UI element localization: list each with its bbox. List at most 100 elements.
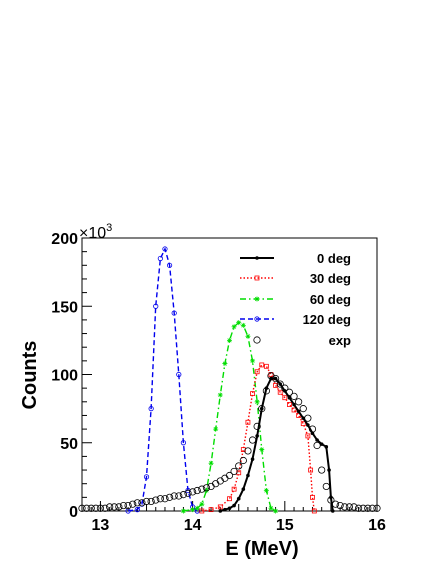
data-point [250,358,256,364]
data-point [156,495,164,503]
data-point [171,310,177,316]
data-point [292,402,296,407]
data-point [208,460,214,466]
data-point [364,504,372,512]
data-point [138,499,146,507]
data-point [327,468,331,472]
y-tick-label: 0 [69,504,78,521]
data-point [295,398,303,406]
data-point [184,489,192,497]
data-point [350,503,358,511]
data-point [106,503,114,511]
data-point [115,503,123,511]
data-point [313,441,321,450]
data-point [331,500,340,508]
data-point [255,434,259,438]
data-point [262,387,270,395]
legend-label: 30 deg [310,271,351,286]
data-point [153,303,159,309]
data-point [231,486,237,492]
x-axis-title: E (MeV) [225,538,298,560]
data-point [273,508,279,514]
data-point [222,361,228,367]
series-line [201,364,315,512]
series-line [220,377,334,512]
x-tick-label: 13 [92,517,110,534]
data-point [254,369,260,375]
data-point [287,402,292,407]
data-point [202,484,211,492]
data-point [147,497,155,506]
data-point [199,508,205,514]
data-point [129,500,137,508]
data-point [165,493,174,501]
data-point [271,374,280,383]
data-point [217,504,223,510]
data-point [308,467,314,473]
data-point [244,447,252,455]
legend-item: 0 deg [240,251,351,266]
x-tick-label: 16 [368,517,386,534]
data-point [259,362,265,368]
data-point [142,497,151,506]
series-60-deg [180,320,279,514]
data-point [227,496,232,502]
data-point [240,322,246,328]
data-point [254,316,260,322]
data-point [285,388,294,396]
data-point [368,504,376,512]
data-point [278,382,283,386]
data-point [301,416,306,420]
data-point [87,504,95,512]
data-point [319,442,324,446]
x-tick-label: 14 [184,517,202,534]
data-point [213,426,219,432]
data-point [236,496,241,501]
data-point [143,474,150,480]
data-point [166,262,173,268]
data-point [133,499,141,507]
data-point [190,507,196,513]
data-point [207,482,215,491]
legend-label: 60 deg [310,292,351,307]
data-point [345,503,353,511]
data-point [208,507,214,513]
y-tick-label: 150 [51,299,78,316]
data-point [311,508,317,514]
data-point [198,485,206,493]
data-point [180,440,187,446]
y-exponent-power: 3 [106,222,112,234]
data-point [305,433,311,439]
data-point [176,371,182,378]
series-layer [78,246,381,514]
data-point [290,392,298,400]
data-point [306,423,310,427]
data-point [254,275,260,281]
series-0-deg [218,376,335,513]
data-point [359,504,367,512]
data-point [101,504,109,512]
data-point [217,392,223,398]
data-point [199,501,205,507]
data-point [308,425,317,433]
x-tick-label: 15 [276,517,294,534]
data-point [310,494,315,500]
data-point [92,504,100,512]
y-tick-label: 200 [51,231,78,248]
series-120-deg [125,246,200,514]
data-point [254,296,260,302]
data-point [253,422,261,430]
data-point [148,406,154,412]
data-point [273,376,278,381]
data-point [203,488,209,494]
data-point [134,507,140,513]
data-point [230,467,238,476]
series-exp [78,372,381,512]
data-point [254,399,260,405]
data-point [373,504,381,512]
legend-label: exp [329,333,351,348]
data-point [225,471,234,480]
data-point [268,505,274,511]
legend-item: exp [253,333,351,348]
data-point [180,508,186,514]
